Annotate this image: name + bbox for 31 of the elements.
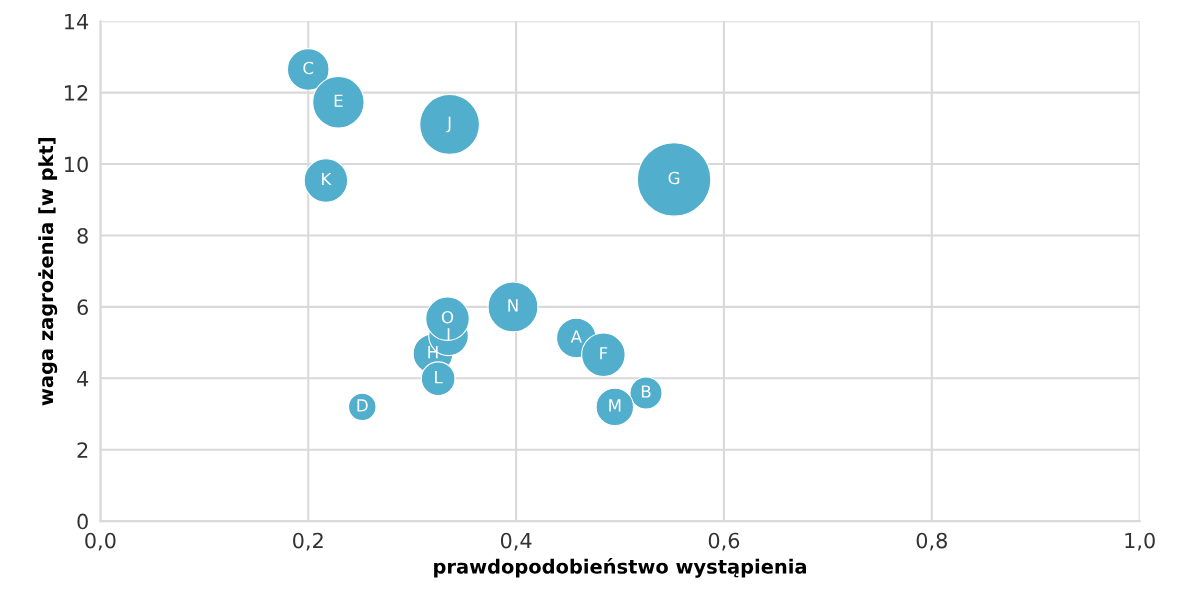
x-tick-label: 0,2: [293, 532, 323, 551]
annotation: G: [668, 171, 680, 185]
x-tick-label: 1,0: [1125, 532, 1155, 551]
y-tick-label: 2: [77, 442, 88, 458]
annotation: B: [641, 385, 651, 398]
x-tick-label: 0,4: [500, 532, 532, 551]
y-tick-label: 14: [65, 13, 89, 30]
y-tick-label: 10: [65, 156, 88, 173]
x-tick-label: 0,6: [708, 532, 740, 551]
x-axis-title: prawdopodobieństwo wystąpienia: [434, 557, 807, 578]
annotation: D: [357, 399, 368, 412]
annotation: J: [446, 116, 451, 133]
y-tick-label: 12: [65, 85, 88, 101]
annotation: C: [303, 61, 314, 75]
y-tick-label: 4: [77, 371, 89, 387]
x-tick-label: 0,8: [916, 532, 947, 551]
annotation: L: [435, 371, 443, 384]
annotation: K: [322, 172, 332, 186]
annotation: H: [428, 346, 438, 359]
annotation: F: [600, 347, 608, 360]
annotation: A: [570, 330, 582, 343]
annotation: M: [609, 399, 621, 412]
annotation: I: [447, 328, 450, 341]
x-tick-label: 0,0: [85, 532, 116, 551]
y-tick-label: 8: [77, 227, 88, 244]
annotation: E: [334, 94, 343, 107]
annotation: O: [441, 310, 454, 324]
y-tick-label: 0: [77, 513, 88, 530]
y-axis-title: waga zagrożenia [w pkt]: [38, 137, 58, 406]
annotation: N: [508, 299, 518, 312]
y-tick-label: 6: [77, 299, 88, 316]
